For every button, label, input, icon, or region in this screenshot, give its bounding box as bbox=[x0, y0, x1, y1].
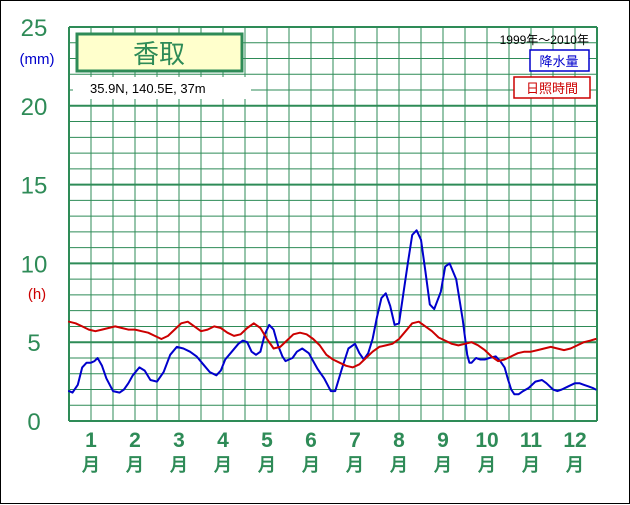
y-tick-label: 0 bbox=[27, 409, 40, 436]
coords-background bbox=[73, 77, 251, 99]
month-number: 10 bbox=[475, 429, 498, 452]
data-series bbox=[68, 229, 597, 396]
month-number: 1 bbox=[85, 429, 97, 452]
month-unit: 月 bbox=[565, 455, 584, 476]
month-unit: 月 bbox=[433, 455, 452, 476]
month-number: 11 bbox=[520, 429, 543, 452]
legend-precip-label: 降水量 bbox=[539, 55, 578, 70]
legend-precip-box bbox=[529, 49, 590, 72]
month-number: 3 bbox=[173, 429, 185, 452]
y-tick-label: 15 bbox=[21, 173, 48, 200]
sunshine-unit: (h) bbox=[28, 286, 46, 303]
month-unit: 月 bbox=[477, 455, 496, 476]
month-number: 8 bbox=[393, 429, 405, 452]
month-unit: 月 bbox=[345, 455, 364, 476]
precip-line bbox=[68, 229, 597, 396]
month-number: 9 bbox=[437, 429, 449, 452]
y-tick-label: 25 bbox=[21, 15, 48, 42]
axis-labels: 0 5 10 15 20 25 1 月 2 月 3 月 4 月 5 月 6 月 7 月 8 月 9 月 10 月 11 月 12 月 bbox=[21, 15, 587, 476]
month-number: 2 bbox=[129, 429, 141, 452]
month-unit: 月 bbox=[213, 455, 232, 476]
month-number: 6 bbox=[305, 429, 317, 452]
month-number: 7 bbox=[349, 429, 361, 452]
legend-sunshine-box bbox=[513, 76, 591, 99]
y-tick-label: 10 bbox=[21, 251, 48, 278]
month-unit: 月 bbox=[169, 455, 188, 476]
month-unit: 月 bbox=[257, 455, 276, 476]
month-number: 4 bbox=[217, 429, 229, 452]
station-coords: 35.9N, 140.5E, 37m bbox=[90, 81, 206, 96]
sunshine-line bbox=[68, 320, 597, 369]
month-unit: 月 bbox=[125, 455, 144, 476]
station-name: 香取 bbox=[133, 40, 185, 70]
legend-sunshine-label: 日照時間 bbox=[526, 82, 578, 97]
period-label: 1999年〜2010年 bbox=[500, 33, 589, 47]
title-box bbox=[75, 32, 244, 73]
y-tick-label: 5 bbox=[27, 330, 40, 357]
month-unit: 月 bbox=[301, 455, 320, 476]
month-unit: 月 bbox=[521, 455, 540, 476]
month-unit: 月 bbox=[81, 455, 100, 476]
month-unit: 月 bbox=[389, 455, 408, 476]
month-number: 5 bbox=[261, 429, 273, 452]
y-tick-label: 20 bbox=[21, 94, 48, 121]
precip-unit: (mm) bbox=[20, 51, 55, 68]
month-number: 12 bbox=[563, 429, 586, 452]
